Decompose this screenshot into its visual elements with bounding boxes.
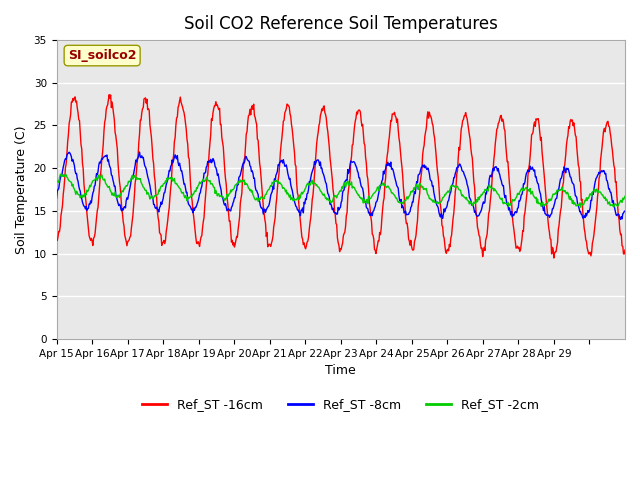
Y-axis label: Soil Temperature (C): Soil Temperature (C) xyxy=(15,125,28,254)
X-axis label: Time: Time xyxy=(325,364,356,377)
Title: Soil CO2 Reference Soil Temperatures: Soil CO2 Reference Soil Temperatures xyxy=(184,15,498,33)
Legend: Ref_ST -16cm, Ref_ST -8cm, Ref_ST -2cm: Ref_ST -16cm, Ref_ST -8cm, Ref_ST -2cm xyxy=(137,394,544,416)
Text: SI_soilco2: SI_soilco2 xyxy=(68,49,136,62)
